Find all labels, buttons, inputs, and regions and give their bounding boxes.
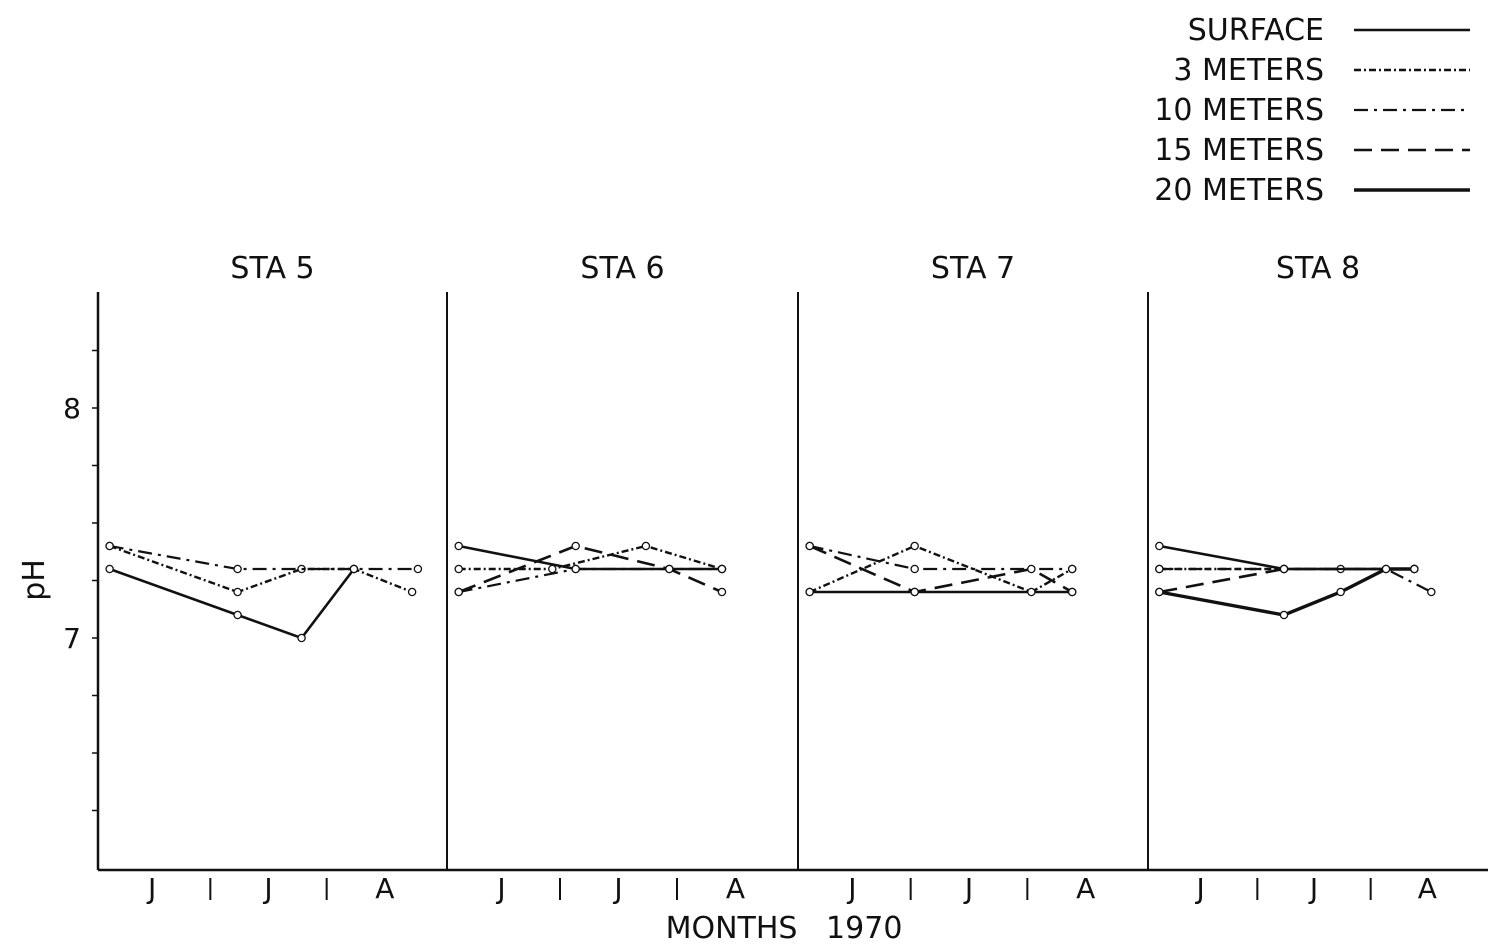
month-label: J (262, 872, 272, 905)
data-point (1279, 610, 1289, 620)
data-point (1155, 541, 1164, 551)
data-point (413, 564, 423, 574)
legend-label: 20 METERS (1154, 173, 1324, 208)
series-line (458, 544, 723, 594)
data-point (805, 541, 814, 551)
month-label: A (1076, 872, 1095, 905)
series-line (109, 567, 355, 640)
data-point (910, 564, 919, 574)
panel: STA 8 J J A (1147, 251, 1437, 905)
y-tick-label: 8 (63, 392, 81, 425)
month-label: J (963, 872, 973, 905)
data-point (641, 541, 651, 551)
panel: STA 7 J J A (797, 251, 1095, 905)
data-point (717, 587, 727, 597)
panel: STA 6 J J A (446, 251, 745, 905)
data-point (571, 564, 580, 574)
series-line (1159, 567, 1415, 617)
month-label: J (1195, 872, 1205, 905)
data-point (1027, 564, 1036, 574)
month-label: J (1308, 872, 1318, 905)
series-line (1159, 567, 1432, 593)
data-point (1279, 564, 1289, 574)
series-line (458, 544, 723, 571)
axes: 87 (63, 292, 1488, 872)
month-label: J (146, 872, 156, 905)
panels: STA 5 J J A STA 6 J J A STA 7 J J A STA 8 J J A (105, 251, 1437, 905)
data-point (349, 564, 359, 574)
data-point (548, 564, 557, 574)
data-point (665, 564, 674, 574)
month-label: J (846, 872, 856, 905)
series-line (1159, 544, 1415, 571)
data-point (454, 541, 463, 551)
panel-title: STA 7 (931, 251, 1015, 286)
panel: STA 5 J J A (105, 251, 423, 905)
panel-title: STA 8 (1276, 251, 1360, 286)
data-point (105, 541, 114, 551)
series-line (458, 567, 722, 594)
legend-label: 10 METERS (1154, 93, 1324, 128)
month-label: J (495, 872, 505, 905)
data-point (233, 610, 242, 620)
series-line (109, 544, 413, 594)
data-point (805, 587, 814, 597)
data-point (1336, 587, 1345, 597)
legend-label: SURFACE (1188, 13, 1324, 48)
data-point (233, 587, 242, 597)
data-point (910, 587, 919, 597)
legend: SURFACE 3 METERS 10 METERS 15 METERS 20 METE… (1154, 13, 1470, 208)
data-point (407, 587, 417, 597)
y-axis-title: pH (17, 559, 52, 601)
series-line (809, 544, 1073, 594)
series-line (1159, 567, 1415, 594)
series-line (109, 544, 418, 571)
data-point (1155, 564, 1164, 574)
legend-label: 3 METERS (1173, 53, 1324, 88)
month-label: A (1418, 872, 1437, 905)
data-point (1067, 587, 1077, 597)
data-point (717, 564, 727, 574)
data-point (1155, 587, 1164, 597)
data-point (454, 587, 463, 597)
x-axis-title: MONTHS 1970 (666, 911, 903, 946)
data-point (105, 564, 114, 574)
panel-title: STA 5 (230, 251, 314, 286)
data-point (1381, 564, 1391, 574)
y-tick-label: 7 (63, 622, 81, 655)
month-label: A (726, 872, 745, 905)
data-point (1427, 587, 1436, 597)
data-point (233, 564, 242, 574)
data-point (1410, 564, 1419, 574)
legend-label: 15 METERS (1154, 133, 1324, 168)
data-point (1067, 564, 1077, 574)
data-point (297, 633, 306, 643)
month-label: J (612, 872, 622, 905)
data-point (1027, 587, 1036, 597)
panel-title: STA 6 (580, 251, 664, 286)
month-label: A (375, 872, 394, 905)
data-point (910, 541, 919, 551)
data-point (454, 564, 463, 574)
data-point (571, 541, 580, 551)
